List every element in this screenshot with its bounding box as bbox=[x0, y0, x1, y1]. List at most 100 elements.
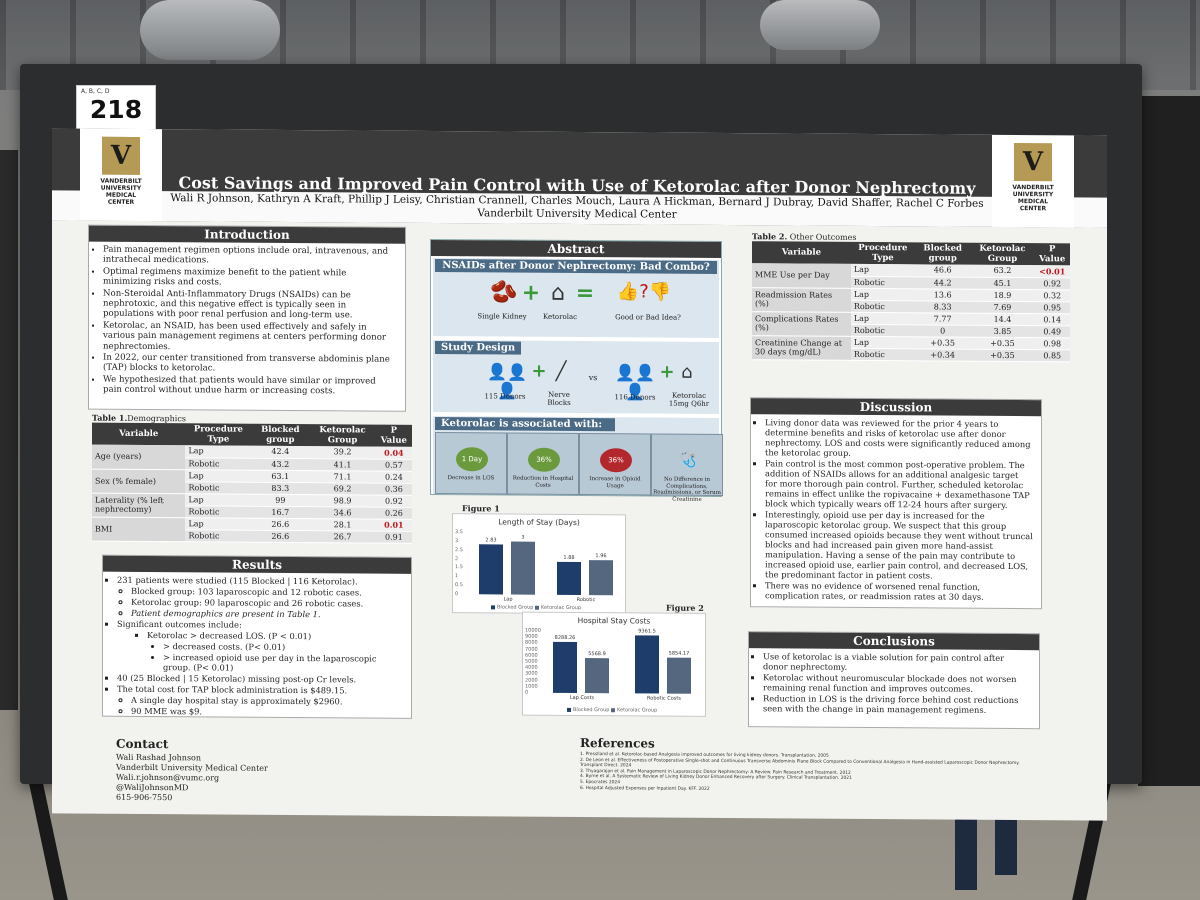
table-cell: Robotic bbox=[185, 505, 252, 518]
table-header: P Value bbox=[375, 424, 412, 447]
outcomes-table: Variable Procedure Type Blocked group Ketor… bbox=[752, 241, 1070, 362]
table-header: Variable bbox=[92, 422, 186, 446]
y-tick-label: 1 bbox=[455, 573, 459, 580]
table1-block: Table 1.Demographics Variable Procedure T… bbox=[92, 413, 412, 544]
outcome-label: Increase in Opioid Usage bbox=[589, 476, 641, 489]
abstract-section: Abstract NSAIDs after Donor Nephrectomy:… bbox=[430, 238, 723, 502]
y-tick-label: 5000 bbox=[525, 658, 538, 665]
ketorolac-label: Ketorolac bbox=[542, 312, 578, 321]
bar-value-label: 1.96 bbox=[595, 553, 607, 560]
outcome-card: 36% Reduction in Hospital Costs bbox=[507, 432, 579, 495]
y-tick-label: 2.5 bbox=[455, 546, 463, 553]
results-item: A single day hospital stay is approximat… bbox=[131, 695, 403, 707]
outcome-circle: 36% bbox=[528, 447, 560, 472]
conclusions-section: Conclusions Use of ketorolac is a viable… bbox=[748, 631, 1040, 730]
table-row: Creatinine Change at 30 days (mg/dL) Lap +… bbox=[752, 335, 1070, 360]
table-cell: Lap bbox=[850, 311, 915, 325]
nerve-blocks-label: Nerve Blocks bbox=[547, 390, 571, 407]
table-cell: 71.1 bbox=[309, 470, 376, 483]
table-cell: 0.98 bbox=[1034, 337, 1070, 350]
bar-value-label: 8288.26 bbox=[554, 634, 576, 641]
bar-mark bbox=[511, 541, 535, 595]
results-content: 231 patients were studied (115 Blocked |… bbox=[103, 572, 411, 718]
ceiling-duct bbox=[760, 0, 880, 50]
legend-label: Blocked Group bbox=[573, 706, 610, 714]
table-header: Ketorolac Group bbox=[970, 242, 1035, 266]
outcome-label: Reduction in Hospital Costs bbox=[512, 475, 574, 489]
table-cell: 39.2 bbox=[309, 446, 376, 459]
results-item: > increased opioid use per day in the la… bbox=[163, 652, 403, 674]
table-cell: <0.01 bbox=[1034, 265, 1070, 278]
discussion-item: There was no evidence of worsened renal … bbox=[765, 580, 1033, 602]
legend-swatch bbox=[567, 707, 571, 712]
syringe-icon: ╱ bbox=[555, 360, 567, 382]
conclusions-item: Ketorolac without neuromuscular blockade… bbox=[763, 672, 1031, 694]
table-cell: Robotic bbox=[185, 457, 252, 470]
table-cell: 0.57 bbox=[375, 458, 412, 471]
discussion-list: Living donor data was reviewed for the p… bbox=[751, 414, 1041, 602]
table-variable: MME Use per Day bbox=[752, 263, 851, 288]
legend-label: Blocked Group bbox=[497, 604, 534, 611]
research-poster: V VANDERBILT UNIVERSITY MEDICAL CENTER V… bbox=[52, 128, 1107, 821]
table-header: Blocked group bbox=[251, 423, 310, 447]
y-tick-label: 9000 bbox=[525, 633, 538, 640]
table-cell: Robotic bbox=[850, 323, 915, 337]
vs-label: vs bbox=[588, 373, 598, 383]
bar-mark bbox=[667, 657, 691, 694]
table-cell: 63.1 bbox=[251, 469, 310, 483]
table-row: Sex (% female) Lap 63.1 71.1 0.24 bbox=[92, 468, 412, 494]
y-tick-label: 6000 bbox=[525, 652, 538, 659]
neighboring-easel bbox=[1138, 96, 1200, 786]
discussion-item: Living donor data was reviewed for the p… bbox=[765, 417, 1033, 459]
table-cell: 69.2 bbox=[309, 482, 376, 495]
y-tick-label: 3000 bbox=[525, 671, 538, 678]
results-item: Blocked group: 103 laparoscopic and 12 r… bbox=[131, 586, 403, 598]
bar-value-label: 2.83 bbox=[485, 537, 497, 544]
introduction-item: Pain management regimen options include … bbox=[103, 245, 397, 268]
legend-swatch bbox=[611, 708, 615, 713]
results-section: Results 231 patients were studied (115 B… bbox=[102, 554, 412, 719]
table-cell: Robotic bbox=[850, 347, 915, 361]
bar-value-label: 3 bbox=[521, 534, 525, 541]
table-cell: 44.2 bbox=[914, 276, 971, 289]
table-cell: 0.49 bbox=[1034, 325, 1070, 338]
discussion-item: Pain control is the most common post-ope… bbox=[765, 458, 1033, 510]
bar-mark bbox=[557, 561, 581, 595]
table-cell: +0.35 bbox=[970, 336, 1035, 350]
table-row: Age (years) Lap 42.4 39.2 0.04 bbox=[92, 444, 412, 470]
table-header: P Value bbox=[1034, 243, 1070, 266]
legend-swatch bbox=[535, 605, 539, 610]
table-cell: Lap bbox=[185, 517, 252, 530]
table-cell: +0.35 bbox=[970, 348, 1035, 362]
iv-bag-icon: ⌂ bbox=[681, 361, 693, 383]
y-tick-label: 1.5 bbox=[455, 564, 463, 571]
category-label: Robotic bbox=[576, 596, 596, 604]
outcome-label: Decrease in LOS bbox=[447, 475, 495, 482]
plus-icon: + bbox=[531, 360, 547, 382]
chart-title: Length of Stay (Days) bbox=[498, 517, 580, 528]
conclusions-item: Reduction in LOS is the driving force be… bbox=[763, 693, 1031, 715]
table-cell: Robotic bbox=[850, 275, 915, 289]
y-tick-label: 2000 bbox=[525, 677, 538, 684]
vumc-logo-left: V VANDERBILT UNIVERSITY MEDICAL CENTER bbox=[80, 128, 162, 222]
outcome-circle: 1 Day bbox=[456, 447, 488, 472]
clinical-icon: 🩺 bbox=[679, 452, 697, 469]
abstract-banner: NSAIDs after Donor Nephrectomy: Bad Comb… bbox=[435, 258, 717, 274]
booth-tag: A, B, C, D 218 bbox=[76, 85, 156, 133]
bar-mark bbox=[479, 544, 503, 595]
logo-text: VANDERBILT UNIVERSITY MEDICAL CENTER bbox=[1012, 184, 1054, 213]
iv-bag-icon: ⌂ bbox=[551, 280, 565, 306]
contact-heading: Contact bbox=[116, 736, 169, 752]
table-cell: 28.1 bbox=[309, 518, 376, 531]
abstract-heading: Abstract bbox=[431, 239, 721, 258]
table-cell: 8.33 bbox=[914, 300, 971, 313]
introduction-item: In 2022, our center transitioned from tr… bbox=[103, 353, 397, 376]
vumc-logo-right: V VANDERBILT UNIVERSITY MEDICAL CENTER bbox=[992, 134, 1074, 228]
table-cell: 26.7 bbox=[309, 530, 376, 543]
table-header: Variable bbox=[752, 241, 851, 264]
table-cell: 26.6 bbox=[251, 517, 310, 531]
table-cell: 7.77 bbox=[914, 312, 971, 325]
legend-label: Ketorolac Group bbox=[617, 707, 658, 714]
table-variable: Creatinine Change at 30 days (mg/dL) bbox=[752, 335, 851, 360]
single-kidney-label: Single Kidney bbox=[477, 312, 527, 321]
